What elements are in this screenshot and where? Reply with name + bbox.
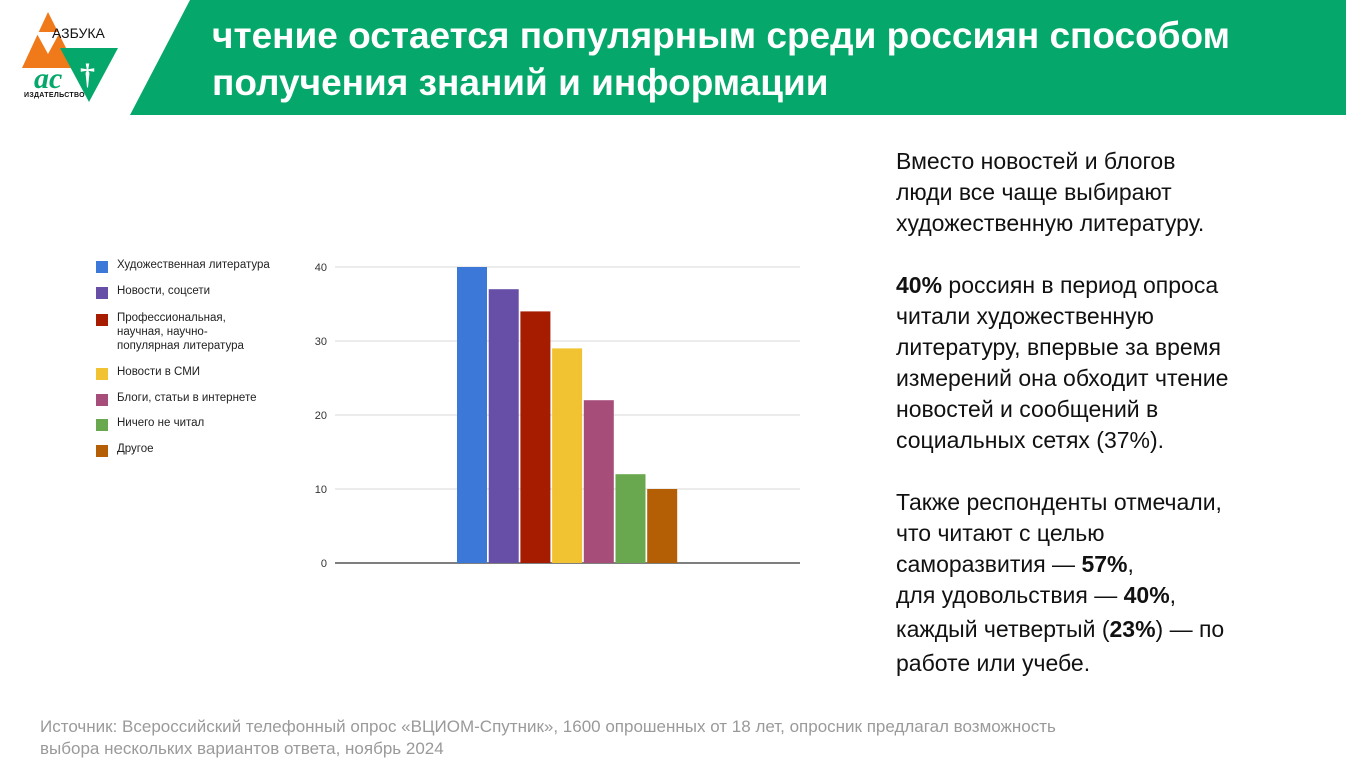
legend-label: Другое — [117, 443, 154, 455]
bar — [647, 489, 678, 563]
legend-label: Новости, соцсети — [117, 285, 211, 297]
legend-item: Блоги, статьи в интернете — [96, 391, 297, 406]
publisher-logo: ас † — [18, 8, 128, 108]
stat-paragraph: 40% россиян в период опроса читали худож… — [896, 272, 1229, 453]
logo-bottom-text: ИЗДАТЕЛЬСТВО — [24, 92, 85, 99]
source-note: Источник: Всероссийский телефонный опрос… — [40, 717, 1056, 758]
bar — [615, 474, 646, 563]
bar — [488, 289, 519, 563]
y-tick-label: 30 — [315, 336, 327, 348]
bar-chart: 0 10 20 30 40 — [315, 262, 800, 570]
legend-label: Ничего не читал — [117, 417, 205, 429]
legend-item: Новости, соцсети — [96, 284, 297, 299]
legend-label: Профессиональная, научная, научно- попул… — [117, 312, 244, 352]
legend-item: Ничего не читал — [96, 416, 297, 431]
legend-label: Блоги, статьи в интернете — [117, 392, 257, 404]
legend-swatch — [96, 445, 108, 457]
bar — [583, 400, 614, 563]
legend-swatch — [96, 394, 108, 406]
legend-swatch — [96, 261, 108, 273]
stat-40-percent: 40% — [896, 272, 943, 298]
legend-item: Другое — [96, 442, 297, 457]
legend-item: Профессиональная, научная, научно- попул… — [96, 311, 297, 353]
goals-paragraph: Также респонденты отмечали, что читают с… — [896, 489, 1225, 676]
title-line-2: получения знаний и информации — [212, 62, 829, 103]
bar — [520, 311, 551, 563]
legend-swatch — [96, 287, 108, 299]
y-tick-label: 20 — [315, 410, 327, 422]
legend-swatch — [96, 368, 108, 380]
legend-label: Художественная литература — [117, 259, 270, 271]
y-tick-label: 40 — [315, 262, 327, 274]
bar — [457, 267, 487, 563]
legend-swatch — [96, 314, 108, 326]
legend-item: Художественная литература — [96, 258, 297, 273]
y-tick-label: 10 — [315, 484, 327, 496]
svg-text:†: † — [80, 58, 95, 91]
stat-40-percent-pleasure: 40% — [1123, 582, 1170, 608]
legend-label: Новости в СМИ — [117, 366, 201, 378]
logo-top-text: АЗБУКА — [52, 25, 105, 41]
y-tick-label: 0 — [321, 558, 327, 570]
svg-text:ас: ас — [34, 62, 62, 95]
bar — [552, 348, 583, 563]
stat-23-percent: 23% — [1109, 616, 1156, 642]
legend-item: Новости в СМИ — [96, 365, 297, 380]
header-band — [130, 0, 1346, 115]
page-title: чтение остается популярным среди россиян… — [212, 12, 1332, 106]
stat-57-percent: 57% — [1081, 551, 1128, 577]
legend-swatch — [96, 419, 108, 431]
title-line-1: чтение остается популярным среди россиян… — [212, 15, 1231, 56]
intro-paragraph: Вместо новостей и блогов люди все чаще в… — [896, 148, 1205, 236]
